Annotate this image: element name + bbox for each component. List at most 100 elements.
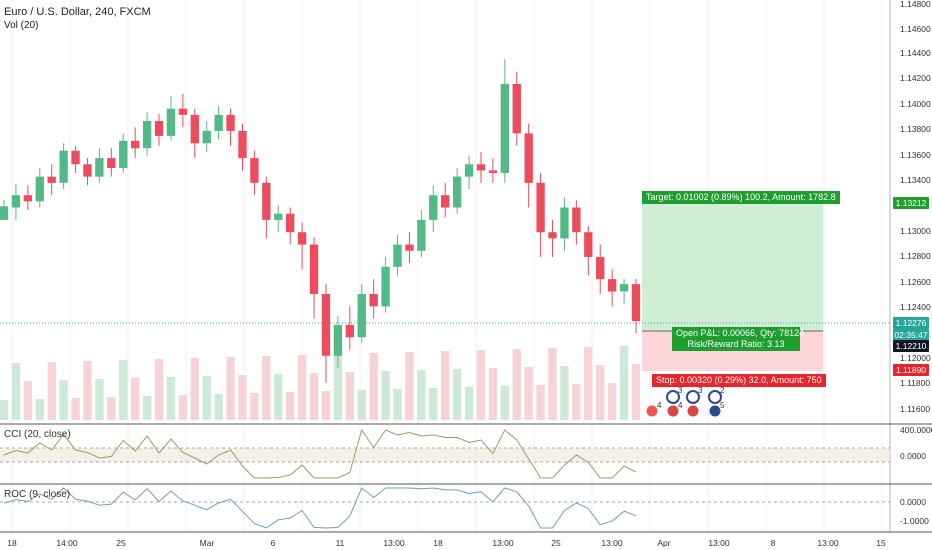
event-icon[interactable]: [708, 390, 722, 404]
candle-body: [119, 140, 128, 168]
volume-bar: [333, 354, 343, 420]
price-tick: 1.12000: [900, 353, 931, 363]
volume-bars: [0, 346, 641, 420]
candle-body: [274, 213, 283, 220]
price-tick: 1.13800: [900, 124, 931, 134]
time-tick: 13:00: [383, 538, 405, 548]
volume-bar: [321, 391, 331, 420]
volume-bar: [154, 359, 164, 420]
flag-icon[interactable]: [666, 404, 680, 418]
event-icon[interactable]: [686, 390, 700, 404]
candle-body: [393, 244, 402, 267]
volume-indicator-label[interactable]: Vol (20): [4, 20, 39, 31]
candle-body: [23, 195, 33, 202]
volume-bar: [119, 360, 128, 420]
volume-bar: [464, 387, 474, 420]
candle-body: [500, 84, 510, 173]
volume-bar: [71, 398, 80, 420]
flag-icon[interactable]: [645, 404, 659, 418]
economic-events[interactable]: [645, 390, 722, 418]
price-tick: 1.13400: [900, 175, 931, 185]
time-tick: 11: [335, 538, 345, 548]
candle-body: [572, 207, 581, 233]
symbol-title[interactable]: Euro / U.S. Dollar, 240, FXCM: [4, 6, 151, 18]
volume-bar: [226, 357, 235, 420]
volume-bar: [130, 378, 140, 420]
roc-indicator-label[interactable]: ROC (9, close): [4, 489, 71, 500]
candle-body: [83, 164, 92, 177]
flag-count: 4: [657, 401, 662, 410]
volume-bar: [95, 379, 104, 420]
long-position-tool[interactable]: [642, 201, 823, 371]
stop-label[interactable]: Stop: 0.00320 (0.29%) 32.0, Amount: 750: [652, 374, 826, 387]
price-tick: 1.13000: [900, 226, 931, 236]
candle-body: [142, 121, 152, 149]
volume-bar: [250, 393, 259, 420]
price-tick: 1.14800: [900, 0, 931, 9]
flag-count: 4: [678, 401, 683, 410]
volume-bar: [178, 395, 188, 420]
candle-body: [250, 158, 259, 183]
volume-bar: [309, 373, 319, 420]
price-tick: 1.11800: [900, 378, 931, 388]
volume-bar: [488, 368, 498, 420]
candle-body: [584, 232, 593, 257]
price-tick: 1.11600: [900, 404, 931, 414]
time-tick: 15: [876, 538, 886, 548]
volume-bar: [274, 374, 283, 420]
volume-bar: [548, 348, 557, 420]
candle-body: [607, 279, 617, 292]
volume-bar: [572, 384, 581, 420]
candle-body: [11, 195, 21, 208]
candle-body: [238, 130, 247, 159]
volume-bar: [417, 370, 426, 420]
candle-body: [59, 150, 68, 183]
candle-body: [166, 108, 176, 136]
volume-bar: [405, 352, 414, 420]
volume-bar: [393, 389, 402, 420]
time-tick: 13:00: [601, 538, 623, 548]
candle-body: [417, 219, 426, 251]
volume-bar: [142, 396, 152, 420]
candle-body: [262, 182, 271, 220]
roc-tick: 0.0000: [900, 497, 926, 507]
time-tick: 6: [270, 538, 276, 548]
open-pnl-text: Open P&L: 0.00066, Qty: 78124: [676, 328, 805, 338]
price-tick: 1.14600: [900, 24, 931, 34]
volume-bar: [238, 375, 247, 420]
stop-price-tag: 1.11890: [893, 364, 929, 376]
volume-bar: [297, 355, 307, 420]
candle-body: [309, 244, 319, 294]
volume-bar: [166, 377, 176, 420]
candle-body: [405, 244, 414, 251]
cci-indicator-label[interactable]: CCI (20, close): [4, 429, 71, 440]
volume-bar: [202, 376, 211, 420]
price-tick: 1.13600: [900, 150, 931, 160]
price-tick: 1.14200: [900, 73, 931, 83]
candle-body: [226, 114, 235, 131]
candle-body: [536, 182, 545, 233]
candle-body: [47, 176, 56, 183]
volume-bar: [286, 392, 295, 420]
time-tick: 8: [770, 538, 776, 548]
volume-bar: [584, 347, 593, 420]
price-tick: 1.14400: [900, 48, 931, 58]
event-icon[interactable]: [666, 390, 680, 404]
time-tick: Apr: [657, 538, 671, 548]
current-price-tag: 1.12276: [893, 317, 929, 329]
candle-body: [297, 232, 307, 245]
target-label[interactable]: Target: 0.01002 (0.89%) 100.2, Amount: 1…: [642, 191, 840, 204]
time-tick: Mar: [199, 538, 215, 548]
volume-bar: [596, 365, 605, 420]
flag-icon[interactable]: [708, 404, 722, 418]
flag-icon[interactable]: [686, 404, 700, 418]
candle-body: [71, 150, 80, 165]
time-tick: 25: [551, 538, 561, 548]
event-count: 3: [698, 386, 703, 395]
volume-bar: [619, 346, 629, 420]
pnl-label[interactable]: Open P&L: 0.00066, Qty: 78124 Risk/Rewar…: [672, 327, 805, 351]
candle-body: [214, 114, 223, 131]
time-tick: 25: [116, 538, 126, 548]
volume-bar: [0, 400, 9, 420]
